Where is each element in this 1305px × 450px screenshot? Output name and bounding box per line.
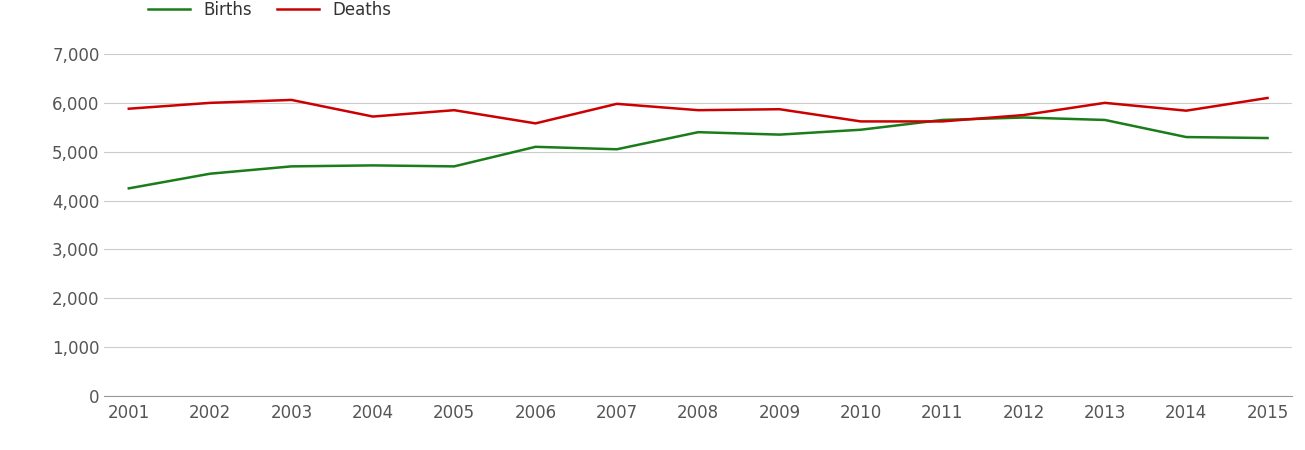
Deaths <box>283 97 299 103</box>
Births <box>853 127 869 132</box>
Births <box>283 164 299 169</box>
Deaths <box>121 106 137 112</box>
Births <box>690 130 706 135</box>
Deaths <box>609 101 625 107</box>
Deaths <box>934 119 950 124</box>
Deaths <box>853 119 869 124</box>
Births <box>1178 135 1194 140</box>
Deaths <box>1098 100 1113 106</box>
Deaths <box>1259 95 1275 101</box>
Births <box>1015 115 1031 120</box>
Deaths <box>690 108 706 113</box>
Births <box>365 163 381 168</box>
Line: Births: Births <box>129 117 1267 189</box>
Births <box>771 132 787 137</box>
Line: Deaths: Deaths <box>129 98 1267 123</box>
Deaths <box>1015 112 1031 118</box>
Births <box>527 144 543 149</box>
Deaths <box>365 114 381 119</box>
Births <box>202 171 218 176</box>
Births <box>1098 117 1113 123</box>
Births <box>121 186 137 191</box>
Births <box>934 117 950 123</box>
Legend: Births, Deaths: Births, Deaths <box>149 1 392 19</box>
Deaths <box>446 108 462 113</box>
Births <box>609 147 625 152</box>
Deaths <box>527 121 543 126</box>
Deaths <box>1178 108 1194 113</box>
Births <box>446 164 462 169</box>
Births <box>1259 135 1275 141</box>
Deaths <box>202 100 218 106</box>
Deaths <box>771 107 787 112</box>
